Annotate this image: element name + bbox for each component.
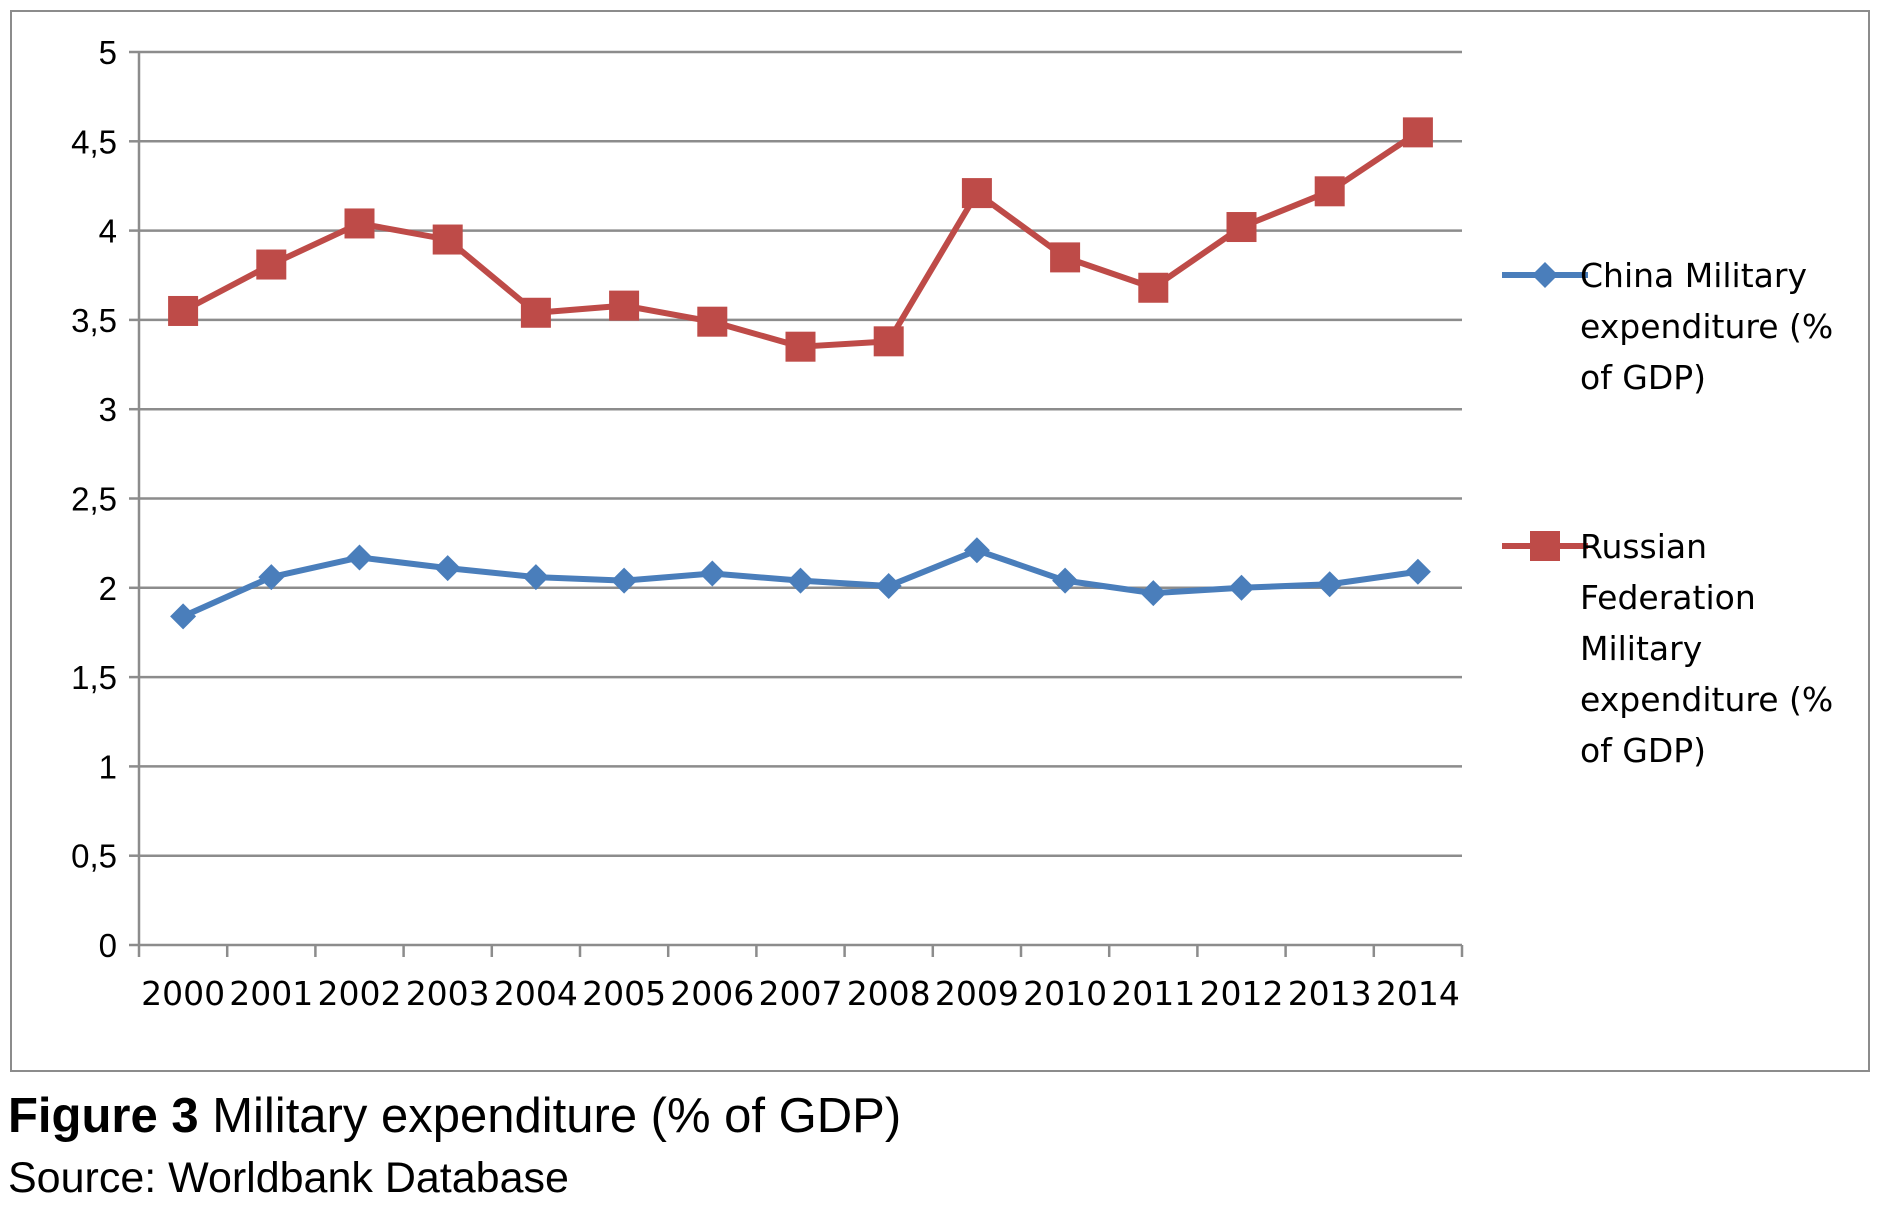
y-tick-label: 4,5 bbox=[71, 123, 117, 160]
x-tick-label: 2001 bbox=[229, 974, 313, 1013]
figure-source: Source: Worldbank Database bbox=[8, 1154, 569, 1202]
legend-label: of GDP) bbox=[1580, 731, 1706, 770]
data-point-russia bbox=[609, 290, 640, 321]
x-tick-label: 2005 bbox=[582, 974, 666, 1013]
data-point-china bbox=[787, 567, 814, 594]
x-tick-labels: 2000 2001 2002 2003 2004 2005 2006 2007 2008 2009… bbox=[141, 974, 1460, 1013]
y-tick-label: 2,5 bbox=[71, 481, 117, 518]
y-tick-label: 1 bbox=[99, 748, 117, 785]
y-tick-label: 4 bbox=[99, 213, 117, 250]
data-point-russia bbox=[1050, 242, 1081, 273]
data-point-russia bbox=[344, 208, 375, 239]
x-tick-label: 2002 bbox=[318, 974, 402, 1013]
legend-label: expenditure (% bbox=[1580, 307, 1833, 346]
legend-label: Russian bbox=[1580, 527, 1707, 566]
x-tick-label: 2012 bbox=[1200, 974, 1284, 1013]
x-tick-label: 2011 bbox=[1111, 974, 1195, 1013]
legend-label: of GDP) bbox=[1580, 358, 1706, 397]
y-tick-label: 0,5 bbox=[71, 838, 117, 875]
data-point-china bbox=[1052, 567, 1079, 594]
data-point-russia bbox=[1138, 272, 1169, 303]
legend-label: Federation bbox=[1580, 578, 1756, 617]
data-point-russia bbox=[697, 306, 728, 337]
data-point-china bbox=[1316, 571, 1343, 598]
x-tick-label: 2008 bbox=[847, 974, 931, 1013]
data-point-russia bbox=[1402, 117, 1433, 148]
x-tick-label: 2009 bbox=[935, 974, 1019, 1013]
data-point-russia bbox=[785, 331, 816, 362]
data-point-russia bbox=[1226, 212, 1257, 243]
x-tick-label: 2014 bbox=[1376, 974, 1460, 1013]
x-tick-label: 2004 bbox=[494, 974, 578, 1013]
line-chart: 00,511,522,533,544,55 2000 2001 2002 2003 20… bbox=[71, 34, 1833, 1013]
figure-number: Figure 3 bbox=[8, 1089, 199, 1143]
x-tick-label: 2013 bbox=[1288, 974, 1372, 1013]
data-point-russia bbox=[256, 249, 287, 280]
y-tick-label: 1,5 bbox=[71, 659, 117, 696]
x-tick-label: 2003 bbox=[406, 974, 490, 1013]
x-tick-label: 2000 bbox=[141, 974, 225, 1013]
data-point-china bbox=[699, 560, 726, 587]
data-point-china bbox=[1140, 580, 1167, 607]
data-point-russia bbox=[961, 178, 992, 209]
y-tick-label: 3 bbox=[99, 391, 117, 428]
data-point-china bbox=[963, 537, 990, 564]
data-point-china bbox=[875, 573, 902, 600]
y-tick-label: 3,5 bbox=[71, 302, 117, 339]
data-point-russia bbox=[168, 295, 199, 326]
legend-marker bbox=[1532, 262, 1558, 288]
figure-caption: Figure 3 Military expenditure (% of GDP) bbox=[8, 1086, 901, 1146]
data-point-china bbox=[1404, 558, 1431, 585]
y-tick-label: 2 bbox=[99, 570, 117, 607]
data-point-china bbox=[611, 567, 638, 594]
x-tick-label: 2006 bbox=[670, 974, 754, 1013]
series-lines bbox=[181, 129, 1420, 620]
x-tick-label: 2007 bbox=[759, 974, 843, 1013]
data-point-china bbox=[522, 564, 549, 591]
data-point-china bbox=[1228, 574, 1255, 601]
axes bbox=[129, 50, 1464, 957]
data-point-russia bbox=[1314, 176, 1345, 207]
legend-label: China Military bbox=[1580, 256, 1807, 295]
y-tick-label: 0 bbox=[99, 927, 117, 964]
data-point-russia bbox=[432, 224, 463, 255]
figure-title: Military expenditure (% of GDP) bbox=[212, 1089, 902, 1143]
legend-label: expenditure (% bbox=[1580, 680, 1833, 719]
gridlines bbox=[139, 50, 1462, 857]
legend: China Military expenditure (% of GDP) Russi… bbox=[1502, 256, 1833, 770]
data-point-russia bbox=[520, 297, 551, 328]
data-point-china bbox=[258, 564, 285, 591]
data-point-china bbox=[170, 603, 197, 630]
legend-label: Military bbox=[1580, 629, 1702, 668]
chart-frame: 0 0,5 1 1,5 2 2,5 3 3,5 4 4,5 5 2000 2001 2002 2003 20… bbox=[10, 10, 1870, 1072]
data-point-china bbox=[434, 555, 461, 582]
x-tick-label: 2010 bbox=[1023, 974, 1107, 1013]
data-point-china bbox=[346, 544, 373, 571]
legend-marker bbox=[1530, 531, 1560, 561]
series-markers bbox=[168, 117, 1433, 630]
y-tick-labels: 0 0,5 1 1,5 2 2,5 3 3,5 4 4,5 5 bbox=[71, 34, 117, 964]
y-tick-label: 5 bbox=[99, 34, 117, 71]
data-point-russia bbox=[873, 326, 904, 357]
